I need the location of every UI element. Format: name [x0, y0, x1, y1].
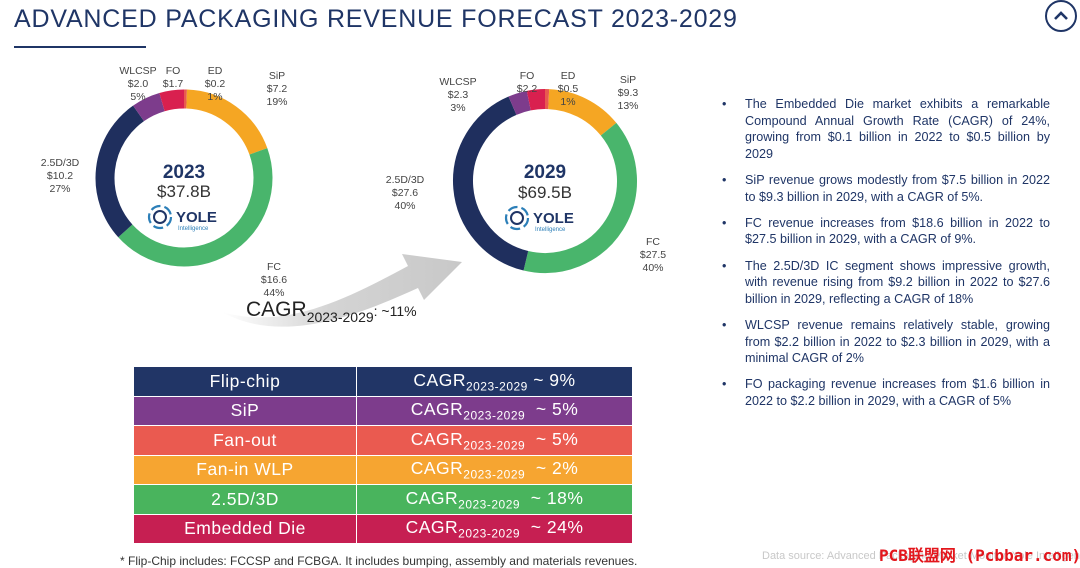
slice-sip-2029	[547, 89, 617, 136]
data-source: Data source: Advanced Packaging Market M…	[762, 550, 1080, 562]
insight-item: The Embedded Die market exhibits a remar…	[722, 96, 1050, 162]
pct-sip-2029: 13%	[617, 100, 638, 112]
cagr-row: Flip-chip CAGR2023-2029 ~ 9%	[133, 366, 633, 397]
watermark: PCB联盟网 (Pcbbar.com)	[879, 546, 1080, 565]
cagr-table: Flip-chip CAGR2023-2029 ~ 9% SiP CAGR2023-2…	[133, 366, 633, 544]
insight-item: SiP revenue grows modestly from $7.5 bil…	[722, 172, 1050, 205]
pct-sip-2023: 19%	[266, 96, 287, 108]
value-sip-2023: $7.2	[267, 83, 288, 95]
value-ed-2023: $0.2	[205, 78, 226, 90]
slice-fo-2029	[526, 89, 546, 111]
svg-text:Intelligence: Intelligence	[535, 227, 566, 233]
slice-fc-2023	[118, 148, 273, 267]
label-wlcsp-2029: WLCSP	[439, 76, 476, 88]
insight-item: The 2.5D/3D IC segment shows impressive …	[722, 258, 1050, 308]
segment-name: Embedded Die	[133, 513, 357, 544]
value-d25-2029: $27.6	[392, 187, 418, 199]
insight-item: WLCSP revenue remains relatively stable,…	[722, 317, 1050, 367]
slice-wlcsp-2029	[508, 90, 531, 115]
insight-item: FO packaging revenue increases from $1.6…	[722, 376, 1050, 409]
svg-text:YOLE: YOLE	[533, 210, 574, 227]
center-year-2029: 2029	[524, 162, 566, 183]
donut-charts: 2023 $37.8B YOLE Intelligence WLCSP $2.0…	[41, 65, 667, 327]
chevron-up-icon	[1054, 11, 1068, 20]
center-year-2023: 2023	[163, 162, 205, 183]
segment-cagr: CAGR2023-2029 ~ 5%	[356, 395, 633, 426]
value-ed-2029: $0.5	[558, 83, 579, 95]
footnote: * Flip-Chip includes: FCCSP and FCBGA. I…	[120, 554, 638, 568]
value-wlcsp-2029: $2.3	[448, 89, 469, 101]
slice-fc-2029	[523, 122, 637, 273]
slice-d25-2023	[95, 105, 145, 238]
overall-cagr: CAGR2023-2029: ~11%	[246, 298, 417, 325]
segment-name: Fan-in WLP	[133, 454, 357, 485]
labels-2029: WLCSP $2.3 3% FO $2.2 ED $0.5 1% SiP $9.…	[386, 70, 667, 274]
pct-wlcsp-2023: 5%	[130, 91, 145, 103]
pct-fc-2023: 44%	[263, 287, 284, 299]
segment-cagr: CAGR2023-2029 ~ 18%	[356, 484, 633, 515]
value-fc-2023: $16.6	[261, 274, 287, 286]
labels-2023: WLCSP $2.0 5% FO $1.7 ED $0.2 1% SiP $7.…	[41, 65, 288, 299]
label-fo-2029: FO	[520, 70, 535, 82]
svg-text:YOLE: YOLE	[176, 209, 217, 226]
pct-ed-2023: 1%	[207, 91, 222, 103]
pct-ed-2029: 1%	[560, 96, 575, 108]
segment-cagr: CAGR2023-2029 ~ 9%	[356, 366, 633, 397]
value-d25-2023: $10.2	[47, 170, 73, 182]
label-fc-2029: FC	[646, 236, 660, 248]
pct-d25-2029: 40%	[394, 200, 415, 212]
segment-name: Fan-out	[133, 425, 357, 456]
label-sip-2029: SiP	[620, 74, 636, 86]
value-wlcsp-2023: $2.0	[128, 78, 149, 90]
segment-name: Flip-chip	[133, 366, 357, 397]
label-wlcsp-2023: WLCSP	[119, 65, 156, 77]
segment-cagr: CAGR2023-2029 ~ 24%	[356, 513, 633, 544]
yole-logo: YOLE Intelligence	[147, 204, 217, 232]
slice-sip-2023	[185, 89, 268, 155]
slice-d25-2029	[453, 96, 529, 271]
label-ed-2023: ED	[208, 65, 223, 77]
page-title: ADVANCED PACKAGING REVENUE FORECAST 2023…	[14, 5, 738, 33]
svg-text:Intelligence: Intelligence	[178, 226, 209, 232]
cagr-row: Embedded Die CAGR2023-2029 ~ 24%	[133, 513, 633, 544]
slice-wlcsp-2023	[133, 92, 166, 122]
label-sip-2023: SiP	[269, 70, 285, 82]
growth-arrow	[222, 254, 462, 327]
pct-fc-2029: 40%	[642, 262, 663, 274]
label-fc-2023: FC	[267, 261, 281, 273]
center-total-2029: $69.5B	[518, 183, 572, 202]
pct-d25-2023: 27%	[49, 183, 70, 195]
segment-cagr: CAGR2023-2029 ~ 2%	[356, 454, 633, 485]
label-d25-2023: 2.5D/3D	[41, 157, 80, 169]
title-underline	[14, 46, 146, 48]
segment-name: SiP	[133, 395, 357, 426]
yole-logo: YOLE Intelligence	[504, 205, 574, 233]
insight-item: FC revenue increases from $18.6 billion …	[722, 215, 1050, 248]
center-total-2023: $37.8B	[157, 182, 211, 201]
slice-fo-2023	[159, 89, 185, 112]
segment-name: 2.5D/3D	[133, 484, 357, 515]
value-fo-2023: $1.7	[163, 78, 184, 90]
donut-2023: 2023 $37.8B YOLE Intelligence WLCSP $2.0…	[41, 65, 288, 299]
donut-2029: 2029 $69.5B YOLE Intelligence WLCSP $2.3…	[386, 70, 667, 274]
cagr-row: 2.5D/3D CAGR2023-2029 ~ 18%	[133, 484, 633, 515]
label-d25-2029: 2.5D/3D	[386, 174, 425, 186]
value-fc-2029: $27.5	[640, 249, 666, 261]
cagr-row: SiP CAGR2023-2029 ~ 5%	[133, 395, 633, 426]
segment-cagr: CAGR2023-2029 ~ 5%	[356, 425, 633, 456]
label-fo-2023: FO	[166, 65, 181, 77]
value-fo-2029: $2.2	[517, 83, 538, 95]
cagr-row: Fan-in WLP CAGR2023-2029 ~ 2%	[133, 454, 633, 485]
scroll-up-button[interactable]	[1045, 0, 1077, 32]
insights-list: The Embedded Die market exhibits a remar…	[722, 96, 1050, 419]
value-sip-2029: $9.3	[618, 87, 639, 99]
pct-wlcsp-2029: 3%	[450, 102, 465, 114]
cagr-row: Fan-out CAGR2023-2029 ~ 5%	[133, 425, 633, 456]
label-ed-2029: ED	[561, 70, 576, 82]
